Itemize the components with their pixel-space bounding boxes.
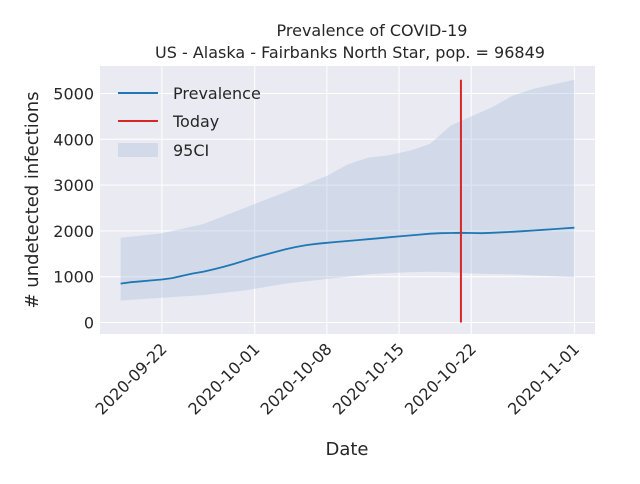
x-tick-label: 2020-11-01	[504, 339, 583, 418]
legend-label-ci: 95CI	[173, 141, 209, 160]
y-axis-label: # undetected infections	[22, 91, 43, 308]
y-tick-label: 2000	[53, 222, 94, 241]
x-tick-label: 2020-10-08	[257, 339, 336, 418]
y-tick-label: 1000	[53, 268, 94, 287]
x-axis-label: Date	[325, 439, 368, 460]
chart-subtitle: US - Alaska - Fairbanks North Star, pop.…	[155, 43, 545, 62]
x-tick-label: 2020-10-22	[401, 339, 480, 418]
x-tick-label: 2020-10-01	[184, 339, 263, 418]
plot-area	[100, 66, 595, 334]
legend-label-prevalence: Prevalence	[173, 84, 261, 103]
legend-label-today: Today	[172, 112, 219, 131]
x-tick-label: 2020-10-15	[329, 339, 408, 418]
legend-swatch-ci	[118, 143, 158, 157]
legend: Prevalence Today 95CI	[118, 84, 261, 160]
prevalence-line	[120, 226, 575, 285]
y-tick-label: 4000	[53, 130, 94, 149]
series-layer	[120, 226, 575, 285]
x-tick-label: 2020-09-22	[92, 339, 171, 418]
y-tick-label: 3000	[53, 176, 94, 195]
y-tick-label: 0	[84, 314, 94, 333]
y-tick-label: 5000	[53, 84, 94, 103]
chart-title: Prevalence of COVID-19	[277, 21, 468, 40]
grid	[100, 66, 595, 334]
